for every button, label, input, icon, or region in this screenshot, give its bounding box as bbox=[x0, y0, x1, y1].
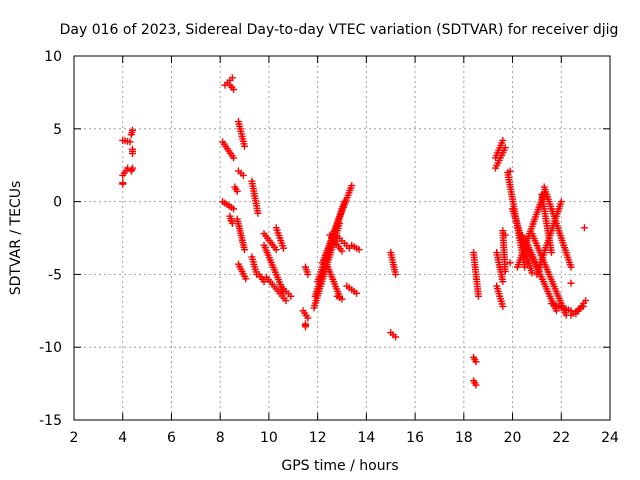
data-point bbox=[254, 209, 262, 217]
grid-lines bbox=[74, 56, 610, 420]
data-point bbox=[518, 233, 526, 241]
x-tick-label: 10 bbox=[260, 430, 278, 446]
data-point bbox=[126, 138, 134, 146]
y-tick-label: 0 bbox=[53, 195, 62, 211]
data-point bbox=[233, 187, 241, 195]
data-point bbox=[506, 167, 514, 175]
y-tick-label: 10 bbox=[44, 49, 62, 65]
x-tick-labels: 2 4 6 8 10 12 14 16 18 20 22 24 bbox=[70, 430, 619, 446]
data-point bbox=[338, 295, 346, 303]
data-point bbox=[472, 381, 480, 389]
data-point bbox=[392, 333, 400, 341]
data-point bbox=[567, 279, 575, 287]
data-point bbox=[499, 136, 507, 144]
data-point bbox=[282, 297, 290, 305]
data-point bbox=[304, 270, 312, 278]
data-point bbox=[472, 358, 480, 366]
data-point bbox=[128, 164, 136, 172]
x-tick-label: 2 bbox=[70, 430, 79, 446]
data-point bbox=[521, 263, 529, 271]
data-point bbox=[557, 198, 565, 206]
x-tick-label: 20 bbox=[504, 430, 522, 446]
data-point bbox=[228, 74, 236, 82]
data-point bbox=[301, 323, 309, 331]
data-point bbox=[499, 278, 507, 286]
data-point bbox=[474, 292, 482, 300]
x-tick-label: 8 bbox=[216, 430, 225, 446]
y-tick-label: 5 bbox=[53, 122, 62, 138]
y-axis-label: SDTVAR / TECUs bbox=[8, 181, 24, 296]
data-point bbox=[272, 246, 280, 254]
x-tick-label: 22 bbox=[552, 430, 570, 446]
x-tick-label: 12 bbox=[309, 430, 327, 446]
data-point bbox=[348, 182, 356, 190]
data-point bbox=[392, 270, 400, 278]
y-tick-label: -10 bbox=[39, 340, 62, 356]
data-point bbox=[506, 259, 514, 267]
data-point bbox=[580, 224, 588, 232]
data-point bbox=[230, 154, 238, 162]
data-point bbox=[338, 247, 346, 255]
data-point bbox=[241, 142, 249, 150]
data-point bbox=[501, 231, 509, 239]
data-point bbox=[239, 171, 247, 179]
data-point bbox=[280, 244, 288, 252]
x-tick-label: 16 bbox=[406, 430, 424, 446]
data-points bbox=[119, 74, 590, 389]
data-point bbox=[499, 302, 507, 310]
x-tick-label: 6 bbox=[167, 430, 176, 446]
data-point bbox=[287, 292, 295, 300]
y-tick-label: -5 bbox=[48, 267, 62, 283]
data-point bbox=[548, 249, 556, 257]
plot-frame bbox=[73, 55, 611, 421]
data-point bbox=[241, 246, 249, 254]
data-point bbox=[227, 217, 235, 225]
data-point bbox=[567, 263, 575, 271]
x-tick-label: 4 bbox=[118, 430, 127, 446]
axis-ticks bbox=[73, 55, 611, 421]
data-point bbox=[304, 314, 312, 322]
data-point bbox=[528, 269, 536, 277]
data-point bbox=[582, 297, 590, 305]
data-point bbox=[128, 126, 136, 134]
data-point bbox=[501, 144, 509, 152]
x-axis-label: GPS time / hours bbox=[281, 458, 398, 474]
data-point bbox=[355, 246, 363, 254]
data-point bbox=[260, 278, 268, 286]
y-tick-labels: -15 -10 -5 0 5 10 bbox=[39, 49, 62, 429]
data-point bbox=[501, 267, 509, 275]
chart-title: Day 016 of 2023, Sidereal Day-to-day VTE… bbox=[60, 22, 619, 38]
x-tick-label: 24 bbox=[601, 430, 619, 446]
data-point bbox=[353, 289, 361, 297]
data-point bbox=[119, 179, 127, 187]
data-point bbox=[242, 275, 250, 283]
x-tick-label: 14 bbox=[357, 430, 375, 446]
x-tick-label: 18 bbox=[455, 430, 473, 446]
y-tick-label: -15 bbox=[39, 413, 62, 429]
data-point bbox=[230, 205, 238, 213]
data-point bbox=[128, 145, 136, 153]
data-point bbox=[230, 85, 238, 93]
